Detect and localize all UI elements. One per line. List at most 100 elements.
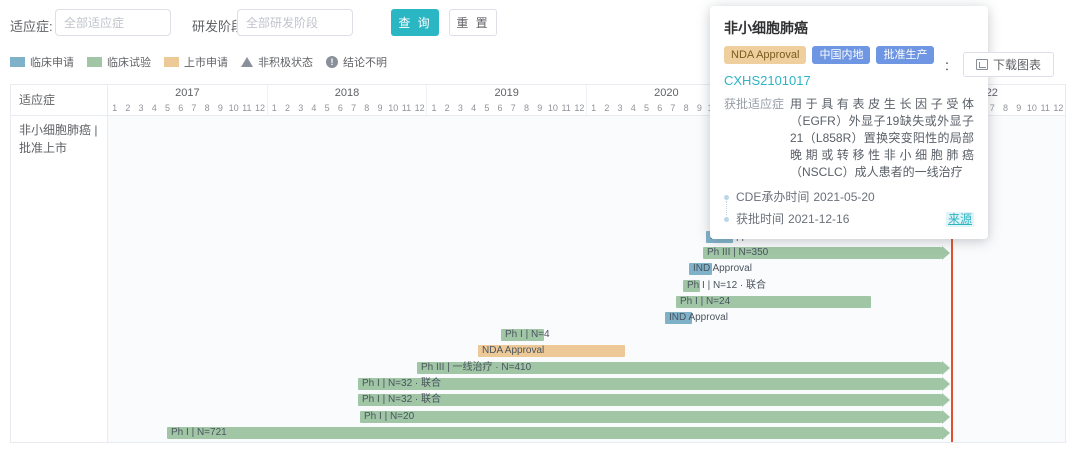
download-chart-button[interactable]: 下载图表 — [963, 52, 1054, 77]
month-tick: 2 — [284, 103, 290, 113]
month-tick: 11 — [242, 103, 252, 113]
month-tick: 8 — [683, 103, 689, 113]
tag-mainland-china: 中国内地 — [812, 46, 871, 64]
event-connector-line — [726, 201, 727, 215]
event-label: CDE承办时间 — [736, 190, 810, 204]
month-tick: 9 — [217, 103, 223, 113]
month-tick: 10 — [547, 103, 558, 113]
legend-swatch-icon — [10, 57, 25, 67]
gantt-bar[interactable]: Ph I | N=24 — [676, 296, 871, 308]
month-tick: 7 — [351, 103, 357, 113]
stage-filter-input[interactable] — [237, 9, 353, 36]
legend-label: 临床申请 — [30, 57, 74, 69]
month-tick: 7 — [670, 103, 676, 113]
legend-item: 临床申请 — [10, 54, 74, 70]
month-tick: 10 — [388, 103, 399, 113]
legend-swatch-icon — [164, 57, 179, 67]
legend-label: 结论不明 — [343, 57, 387, 69]
unknown-info-icon: ! — [326, 56, 338, 68]
month-tick: 3 — [138, 103, 144, 113]
month-tick: 5 — [484, 103, 490, 113]
tooltip-title: 非小细胞肺癌 — [724, 20, 808, 36]
legend: 临床申请 临床试验 上市申请 非积极状态! 结论不明 — [10, 54, 387, 70]
month-tick: 6 — [657, 103, 663, 113]
month-tick: 1 — [431, 103, 437, 113]
month-tick: 2 — [604, 103, 610, 113]
month-tick: 1 — [112, 103, 118, 113]
indication-filter-input[interactable] — [55, 9, 171, 36]
event-date: 2021-05-20 — [813, 190, 875, 204]
month-tick: 6 — [497, 103, 503, 113]
year-tick: 2019 — [427, 85, 588, 101]
month-tick: 1 — [591, 103, 597, 113]
month-tick: 4 — [151, 103, 157, 113]
inactive-triangle-icon — [241, 57, 253, 67]
month-tick: 11 — [401, 103, 412, 113]
month-tick: 1 — [271, 103, 277, 113]
month-tick: 9 — [1016, 103, 1022, 113]
month-tick: 8 — [523, 103, 529, 113]
gantt-bar[interactable]: IND Approval — [689, 263, 752, 275]
approved-indication-row: 获批适应症 用于具有表皮生长因子受体（EGFR）外显子19缺失或外显子21（L8… — [724, 96, 974, 181]
tooltip-tags: NDA Approval 中国内地 批准生产 — [724, 46, 974, 64]
legend-label: 上市申请 — [184, 57, 228, 69]
event-bullet-icon — [724, 217, 729, 222]
month-tick: 9 — [696, 103, 702, 113]
month-tick: 12 — [414, 103, 425, 113]
legend-item: 临床试验 — [87, 54, 151, 70]
tag-approved-production: 批准生产 — [876, 46, 935, 64]
row-label-nsclc: 非小细胞肺癌 | 批准上市 — [11, 116, 108, 442]
event-label: 获批时间 — [736, 212, 785, 226]
download-chart-icon — [975, 59, 988, 70]
month-tick: 5 — [164, 103, 170, 113]
legend-label: 非积极状态 — [258, 57, 313, 69]
today-marker-line — [951, 116, 953, 442]
gantt-bar[interactable]: Ph I | N=4 — [501, 329, 550, 341]
gantt-bar[interactable]: Ph I | N=721 — [167, 426, 950, 440]
month-tick: 12 — [255, 103, 266, 113]
month-tick: 2 — [125, 103, 131, 113]
gantt-bar[interactable]: Ph I | N=32 · 联合 — [358, 377, 950, 391]
download-chart-label: 下载图表 — [992, 58, 1041, 72]
gantt-table: 适应症 201720182019202020212022 12345678910… — [10, 84, 1066, 443]
month-tick: 12 — [574, 103, 585, 113]
legend-label: 临床试验 — [107, 57, 151, 69]
month-tick: 5 — [324, 103, 330, 113]
detail-tooltip: 非小细胞肺癌 NDA Approval 中国内地 批准生产 CXHS210101… — [710, 6, 988, 239]
event-bullet-icon — [724, 195, 729, 200]
source-link[interactable]: 来源 — [945, 212, 974, 227]
month-tick: 4 — [311, 103, 317, 113]
month-tick: 3 — [617, 103, 623, 113]
gantt-bar[interactable]: Ph III | 一线治疗 · N=410 — [417, 361, 950, 375]
month-tick: 8 — [204, 103, 210, 113]
query-button[interactable]: 查 询 — [391, 9, 439, 36]
gantt-bar[interactable]: NDA Approval — [478, 345, 625, 357]
gantt-bar[interactable]: Ph I | N=12 · 联合 — [683, 280, 766, 292]
month-tick: 5 — [643, 103, 649, 113]
month-tick: 2 — [444, 103, 450, 113]
event-cde-acceptance: CDE承办时间 2021-05-20 — [724, 190, 974, 205]
acceptance-number-link[interactable]: CXHS2101017 — [724, 73, 811, 88]
month-tick: 8 — [1002, 103, 1008, 113]
month-tick: 6 — [337, 103, 343, 113]
approved-indication-label: 获批适应症 — [724, 97, 785, 111]
gantt-bar[interactable]: IND Approval — [665, 312, 728, 324]
month-tick: 3 — [298, 103, 304, 113]
month-tick: 4 — [630, 103, 636, 113]
reset-button[interactable]: 重 置 — [449, 9, 497, 36]
month-tick: 12 — [1053, 103, 1064, 113]
obscured-control-fragment: ： — [944, 59, 957, 73]
gantt-bar[interactable]: Ph I | N=20 — [360, 410, 950, 424]
month-tick: 10 — [228, 103, 239, 113]
approved-indication-text: 用于具有表皮生长因子受体（EGFR）外显子19缺失或外显子21（L858R）置换… — [790, 97, 974, 179]
month-tick: 11 — [561, 103, 571, 113]
gantt-bar[interactable]: Ph III | N=350 — [703, 246, 950, 260]
stage-filter-label: 研发阶段: — [192, 19, 248, 34]
month-tick: 9 — [537, 103, 543, 113]
month-tick: 6 — [178, 103, 184, 113]
legend-item: 非积极状态 — [241, 54, 313, 70]
gantt-bar[interactable]: Ph I | N=32 · 联合 — [358, 393, 950, 407]
